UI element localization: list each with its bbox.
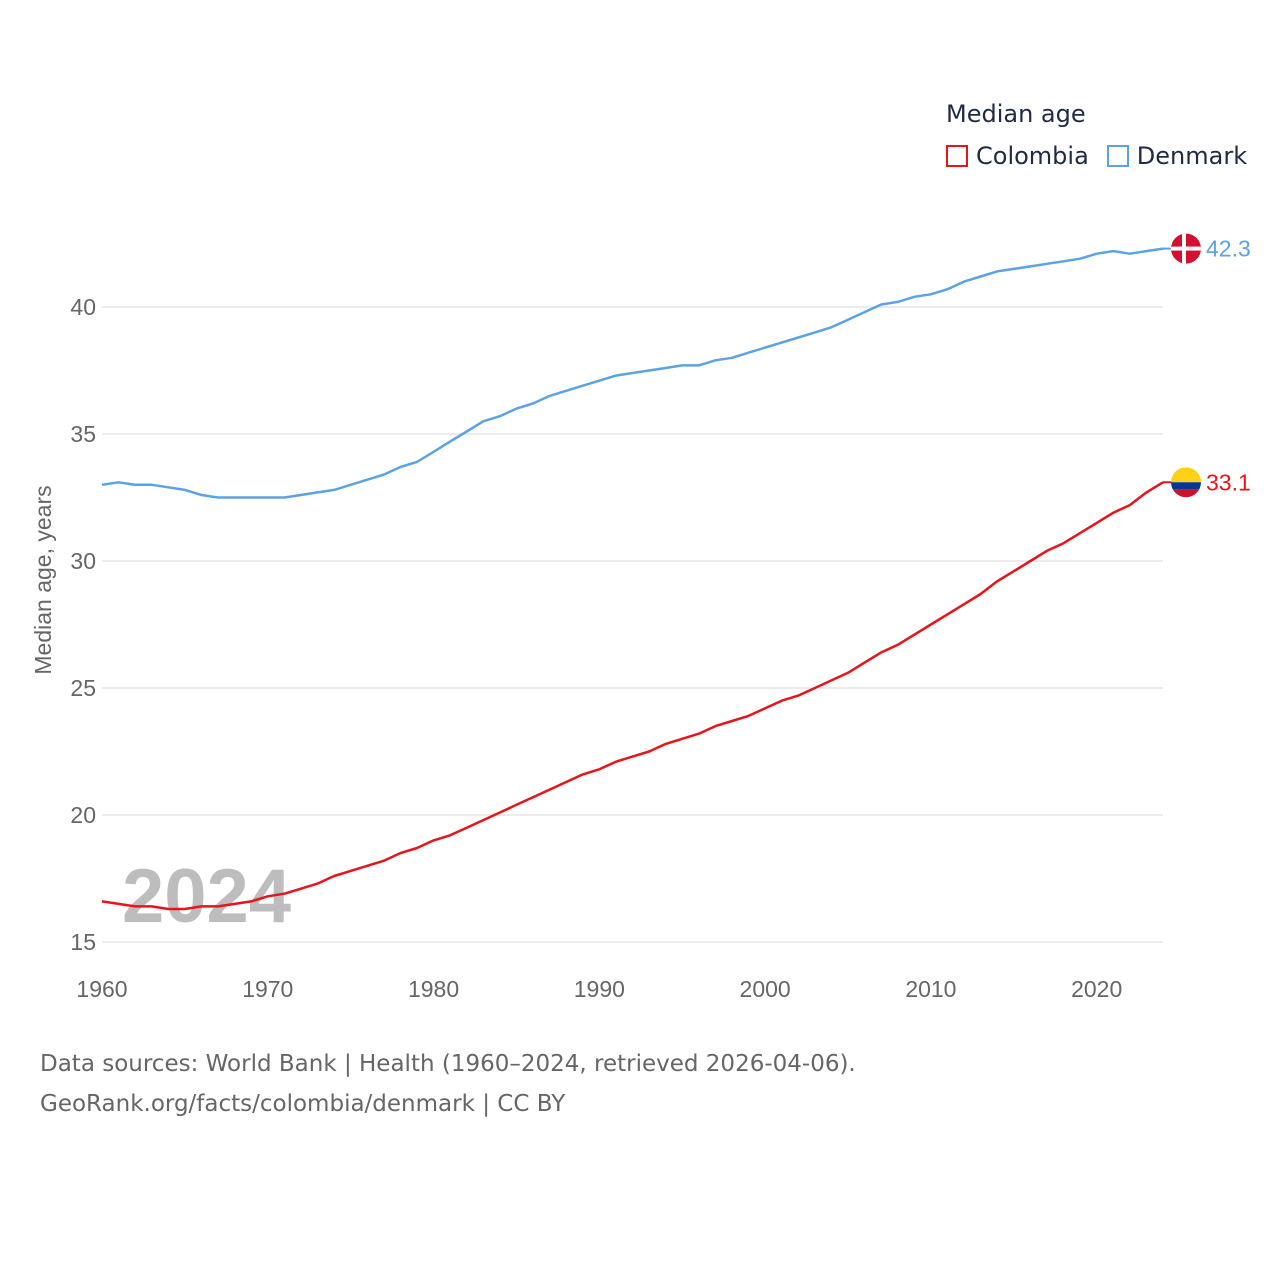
x-tick-label-2000: 2000: [740, 976, 791, 1002]
flag-colombia-yellow: [1171, 467, 1201, 483]
flag-denmark-icon: [1171, 233, 1201, 264]
legend-label-denmark: Denmark: [1136, 142, 1248, 170]
footer: Data sources: World Bank | Health (1960–…: [40, 1044, 856, 1124]
flag-colombia-red: [1171, 489, 1201, 498]
legend: Colombia Denmark: [946, 142, 1265, 170]
x-tick-label-2020: 2020: [1071, 976, 1122, 1002]
x-tick-label-1970: 1970: [242, 976, 293, 1002]
series-line-colombia: [101, 481, 1164, 911]
x-tick-label-1990: 1990: [574, 976, 625, 1002]
data-source-note: Data sources: World Bank | Health (1960–…: [40, 1051, 856, 1077]
x-tick-label-2010: 2010: [905, 976, 956, 1002]
x-tick-label-1980: 1980: [408, 976, 459, 1002]
flag-colombia-blue: [1171, 482, 1201, 490]
end-label-denmark: 42.3: [1206, 236, 1251, 262]
series-line-denmark: [101, 247, 1164, 499]
source-link[interactable]: GeoRank.org/facts/colombia/denmark | CC …: [40, 1091, 566, 1117]
flag-colombia-icon: [1171, 467, 1201, 498]
legend-item-denmark[interactable]: Denmark: [1106, 142, 1248, 170]
flag-denmark-cross-h: [1171, 246, 1201, 251]
y-tick-label-30: 30: [70, 548, 96, 574]
y-tick-label-15: 15: [70, 929, 96, 955]
legend-item-colombia[interactable]: Colombia: [946, 142, 1089, 170]
x-tick-label-1960: 1960: [76, 976, 127, 1002]
legend-swatch-colombia: [946, 145, 968, 167]
legend-title: Median age: [946, 100, 1086, 128]
y-tick-label-40: 40: [70, 294, 96, 320]
legend-label-colombia: Colombia: [976, 142, 1089, 170]
y-tick-label-35: 35: [70, 421, 96, 447]
y-tick-label-20: 20: [70, 802, 96, 828]
y-tick-label-25: 25: [70, 675, 96, 701]
end-label-colombia: 33.1: [1206, 469, 1251, 495]
y-axis-label: Median age, years: [30, 485, 56, 674]
legend-swatch-denmark: [1106, 145, 1129, 167]
